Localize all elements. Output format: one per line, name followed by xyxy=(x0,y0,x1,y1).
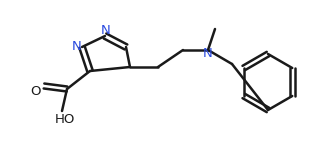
Text: N: N xyxy=(203,47,213,60)
Text: HO: HO xyxy=(55,113,75,126)
Text: O: O xyxy=(31,85,41,98)
Text: N: N xyxy=(101,24,111,37)
Text: N: N xyxy=(72,40,82,53)
